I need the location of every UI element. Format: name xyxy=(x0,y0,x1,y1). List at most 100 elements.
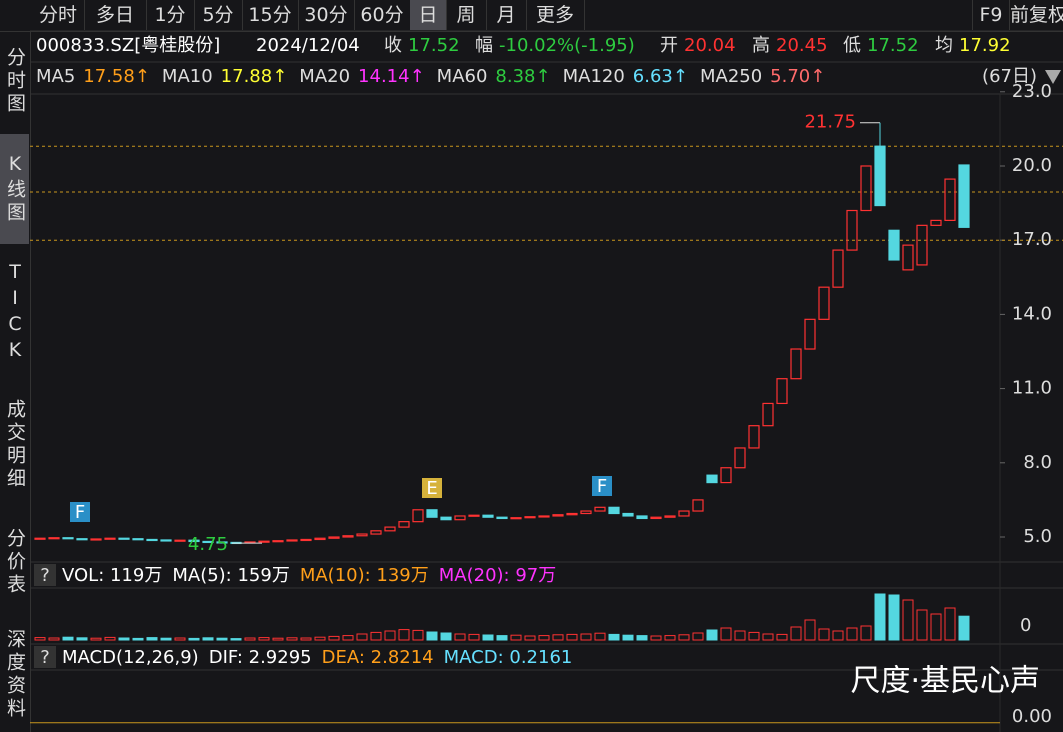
tab[interactable]: 多日 xyxy=(84,0,147,30)
event-badge xyxy=(422,478,442,498)
volume-bar xyxy=(902,599,914,641)
quote-label: 收 xyxy=(384,35,402,56)
volume-bar xyxy=(594,632,606,641)
up-candle xyxy=(720,467,732,484)
tab[interactable]: 30分 xyxy=(298,0,355,30)
up-candle xyxy=(650,516,662,520)
volume-bar xyxy=(524,635,536,641)
down-candle xyxy=(608,506,620,515)
tab[interactable]: 5分 xyxy=(194,0,243,30)
up-candle xyxy=(510,517,522,520)
down-candle xyxy=(76,538,88,541)
tab[interactable]: 更多 xyxy=(526,0,585,30)
up-candle xyxy=(832,249,844,288)
quote-value: -10.02%(-1.95) xyxy=(499,35,635,56)
event-label: F xyxy=(75,502,85,523)
volume-bar xyxy=(566,633,578,641)
volume-bar xyxy=(188,637,200,641)
side-tab[interactable]: 深度资料 xyxy=(4,628,26,721)
volume-bar xyxy=(356,633,368,641)
volume-bar xyxy=(426,631,438,641)
ma-label: MA120 xyxy=(563,66,625,87)
up-candle xyxy=(342,535,354,538)
volume-bar xyxy=(440,632,452,641)
ma-value: 14.14↑ xyxy=(358,66,425,87)
volume-bar xyxy=(510,634,522,641)
quote-label: 开 xyxy=(660,35,678,56)
side-tab[interactable]: 成交明细 xyxy=(4,398,26,491)
up-candle xyxy=(748,425,760,449)
volume-legend: VOL: 119万 xyxy=(62,565,162,586)
y-tick-label: 8.0 xyxy=(1023,452,1052,473)
quote-value: 17.52 xyxy=(867,35,919,56)
volume-bar xyxy=(678,634,690,641)
volume-bar xyxy=(384,630,396,641)
up-candle xyxy=(48,537,60,540)
up-candle xyxy=(538,515,550,518)
quote-date: 2024/12/04 xyxy=(256,35,360,56)
up-candle xyxy=(580,510,592,515)
side-tab[interactable]: 分价表 xyxy=(4,527,26,597)
f9-button[interactable]: F9 xyxy=(972,0,1010,30)
down-candle xyxy=(440,516,452,521)
up-candle xyxy=(916,224,928,266)
side-tab[interactable]: 分时图 xyxy=(4,46,26,116)
volume-bar xyxy=(874,593,886,641)
tab[interactable]: 分时 xyxy=(32,0,85,30)
volume-bar xyxy=(132,637,144,641)
volume-bar xyxy=(174,637,186,641)
ma-label: MA60 xyxy=(437,66,488,87)
low-label: 4.75 xyxy=(188,534,228,555)
down-candle xyxy=(888,229,900,261)
side-tab[interactable]: TICK xyxy=(4,260,26,365)
up-candle xyxy=(328,536,340,539)
volume-bar xyxy=(538,635,550,641)
volume-bar xyxy=(468,633,480,641)
volume-bar xyxy=(286,637,298,641)
up-candle xyxy=(398,521,410,528)
y-tick-label: 23.0 xyxy=(1012,81,1052,102)
volume-bar xyxy=(636,635,648,641)
dropdown-icon xyxy=(1045,70,1061,84)
tab[interactable]: 月 xyxy=(486,0,527,30)
tab[interactable]: 15分 xyxy=(242,0,299,30)
side-tab[interactable]: K线图 xyxy=(0,134,29,244)
event-label: E xyxy=(426,478,437,499)
event-badge xyxy=(70,502,90,522)
macd-legend: DEA: 2.8214 xyxy=(322,647,434,668)
down-candle xyxy=(958,164,970,228)
up-candle xyxy=(552,514,564,517)
y-tick-label: 5.0 xyxy=(1023,526,1052,547)
tab[interactable]: 周 xyxy=(446,0,487,30)
sidebar: 分时图 K线图 TICK 成交明细分价表深度资料 xyxy=(0,32,31,732)
up-candle xyxy=(370,530,382,535)
event-badge xyxy=(592,476,612,496)
up-candle xyxy=(104,537,116,540)
period-label: (67日) xyxy=(982,66,1037,87)
volume-bar xyxy=(90,637,102,641)
adjust-button[interactable]: 前复权 xyxy=(1010,0,1063,30)
y-tick-label: 11.0 xyxy=(1012,378,1052,399)
down-candle xyxy=(188,539,200,543)
volume-legend: MA(5): 159万 xyxy=(172,565,289,586)
ma-value: 8.38↑ xyxy=(495,66,550,87)
volume-tick-label: 0 xyxy=(1020,615,1031,636)
toolbar: 分时 多日 1分 5分 15分 30分 60分日周月更多 F9 前复权 xyxy=(0,0,1063,32)
volume-bar xyxy=(496,635,508,641)
volume-bar xyxy=(706,629,718,641)
volume-bar xyxy=(370,631,382,641)
down-candle xyxy=(202,540,214,544)
volume-bar xyxy=(300,637,312,641)
tab[interactable]: 1分 xyxy=(146,0,195,30)
volume-bar xyxy=(650,635,662,641)
volume-bar xyxy=(888,594,900,641)
volume-bar xyxy=(398,629,410,641)
ma-value: 6.63↑ xyxy=(633,66,688,87)
up-candle xyxy=(678,510,690,517)
quote-value: 17.52 xyxy=(408,35,460,56)
down-candle xyxy=(874,145,886,207)
tab[interactable]: 日 xyxy=(410,0,447,30)
down-candle xyxy=(132,538,144,541)
volume-bar xyxy=(202,637,214,641)
up-candle xyxy=(412,509,424,523)
